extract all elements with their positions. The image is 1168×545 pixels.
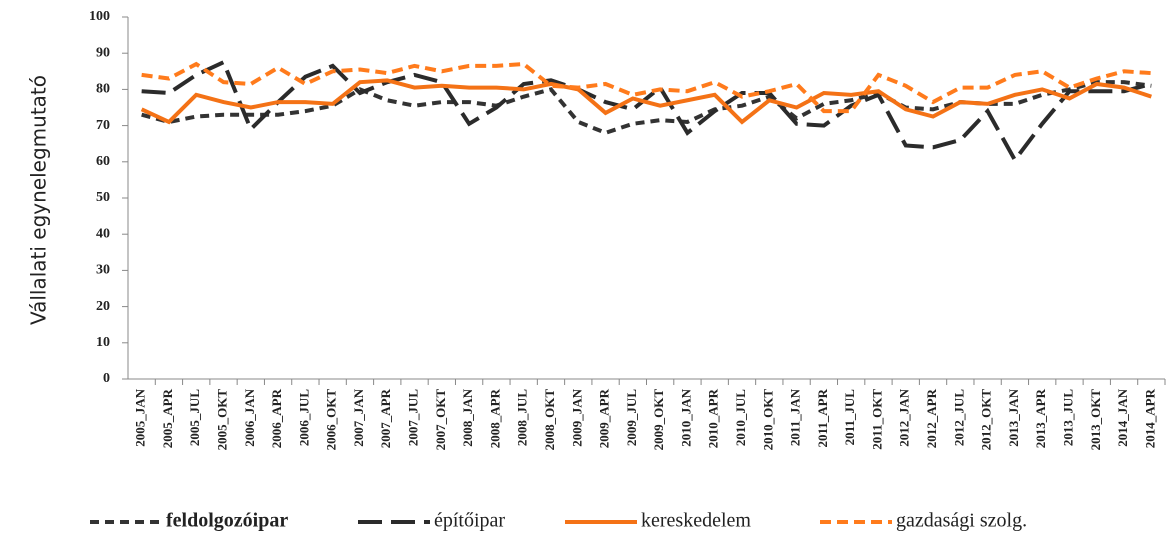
x-tick-label: 2008_APR bbox=[487, 388, 502, 448]
x-tick-label: 2007_JUL bbox=[406, 389, 421, 446]
y-tick-label: 80 bbox=[96, 82, 110, 97]
y-tick-label: 100 bbox=[89, 9, 110, 24]
x-tick-label: 2011_OKT bbox=[869, 389, 884, 450]
legend-label: kereskedelem bbox=[641, 510, 751, 532]
x-tick-label: 2006_JAN bbox=[242, 388, 257, 446]
x-tick-label: 2011_JAN bbox=[788, 388, 803, 446]
y-tick-label: 0 bbox=[103, 371, 110, 386]
x-tick-label: 2007_APR bbox=[378, 388, 393, 448]
x-tick-label: 2009_JAN bbox=[569, 388, 584, 446]
x-tick-label: 2009_OKT bbox=[651, 389, 666, 451]
y-tick-label: 20 bbox=[96, 299, 110, 314]
x-tick-label: 2012_APR bbox=[924, 388, 939, 448]
x-tick-label: 2010_OKT bbox=[760, 389, 775, 451]
x-tick-label: 2013_OKT bbox=[1088, 389, 1103, 451]
y-tick-label: 30 bbox=[96, 263, 110, 278]
x-tick-label: 2006_APR bbox=[269, 388, 284, 448]
x-tick-label: 2011_APR bbox=[815, 388, 830, 447]
x-tick-label: 2005_JUL bbox=[187, 389, 202, 446]
series-line bbox=[141, 61, 1152, 114]
x-tick-label: 2014_APR bbox=[1142, 388, 1157, 448]
x-tick-label: 2013_JAN bbox=[1006, 388, 1021, 446]
x-tick-label: 2007_JAN bbox=[351, 388, 366, 446]
x-tick-label: 2013_JUL bbox=[1060, 389, 1075, 446]
legend-label: feldolgozóipar bbox=[166, 510, 288, 532]
x-tick-label: 2013_APR bbox=[1033, 388, 1048, 448]
series-line bbox=[140, 78, 1152, 125]
x-tick-label: 2006_JUL bbox=[296, 389, 311, 446]
y-tick-label: 40 bbox=[96, 226, 110, 241]
y-tick-label: 10 bbox=[96, 335, 110, 350]
x-tick-label: 2005_APR bbox=[160, 388, 175, 448]
x-tick-label: 2005_OKT bbox=[214, 389, 229, 451]
legend-label: gazdasági szolg. bbox=[896, 510, 1027, 532]
x-tick-label: 2012_OKT bbox=[979, 389, 994, 451]
x-tick-label: 2009_APR bbox=[597, 388, 612, 448]
x-tick-label: 2008_JAN bbox=[460, 388, 475, 446]
x-tick-label: 2012_JAN bbox=[897, 388, 912, 446]
x-tick-label: 2012_JUL bbox=[951, 389, 966, 446]
x-tick-label: 2014_JAN bbox=[1115, 388, 1130, 446]
y-tick-label: 50 bbox=[96, 190, 110, 205]
x-tick-label: 2008_OKT bbox=[542, 389, 557, 451]
series-line bbox=[141, 59, 1152, 164]
x-tick-label: 2011_JUL bbox=[842, 389, 857, 446]
x-tick-label: 2009_JUL bbox=[624, 389, 639, 446]
legend-label: építőipar bbox=[434, 510, 505, 532]
y-tick-label: 60 bbox=[96, 154, 110, 169]
y-tick-label: 70 bbox=[96, 118, 110, 133]
x-tick-label: 2008_JUL bbox=[515, 389, 530, 446]
y-axis-title: Vállalati egynelegmutató bbox=[27, 75, 51, 325]
y-tick-label: 90 bbox=[96, 45, 110, 60]
series-line bbox=[141, 80, 1152, 135]
x-tick-label: 2007_OKT bbox=[433, 389, 448, 451]
x-tick-label: 2006_OKT bbox=[324, 389, 339, 451]
x-tick-label: 2005_JAN bbox=[133, 388, 148, 446]
x-tick-label: 2010_JUL bbox=[733, 389, 748, 446]
x-tick-label: 2010_JAN bbox=[678, 388, 693, 446]
x-tick-label: 2010_APR bbox=[706, 388, 721, 448]
